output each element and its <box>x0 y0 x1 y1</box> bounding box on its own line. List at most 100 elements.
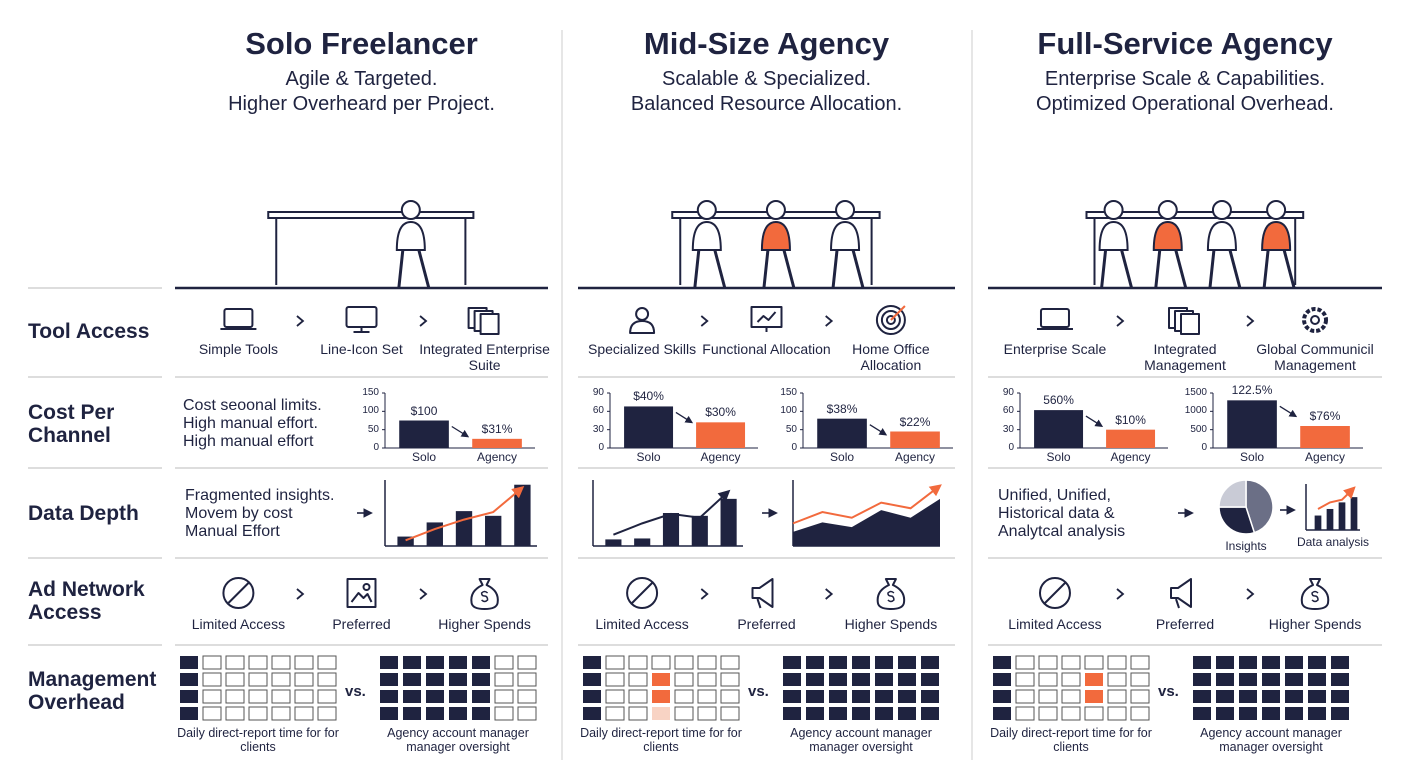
grid-cell <box>993 690 1011 703</box>
y-tick-label: 30 <box>1002 423 1014 435</box>
grid-cell <box>1085 690 1103 703</box>
grid-cell <box>494 706 514 721</box>
icon <box>1311 590 1319 603</box>
bar-label: 122.5% <box>1231 383 1273 398</box>
grid-cell <box>605 689 625 704</box>
grid-cell <box>294 672 314 687</box>
illustration <box>400 200 421 220</box>
grid-cell <box>652 673 670 686</box>
bar <box>696 422 746 448</box>
icon <box>1039 308 1070 328</box>
grid-cell <box>271 672 291 687</box>
icon <box>880 310 901 330</box>
bar-label: $22% <box>899 414 931 429</box>
grid-cell <box>605 706 625 721</box>
grid-cell <box>225 689 245 704</box>
grid-cell <box>993 707 1011 720</box>
rule <box>890 305 906 321</box>
vs-label: vs. <box>1158 683 1179 700</box>
illustration <box>1266 200 1287 220</box>
overhead-caption: Agency account manager manager oversight <box>387 726 529 755</box>
grid-cell <box>829 690 847 703</box>
chart-label: Insights <box>1225 539 1267 553</box>
y-tick-label: 0 <box>598 442 604 453</box>
grid-cell <box>1061 706 1081 721</box>
y-tick-label: 0 <box>791 442 797 453</box>
illustration <box>765 200 786 220</box>
chevron <box>1246 588 1255 600</box>
grid-cell <box>180 707 198 720</box>
grid-cell <box>898 707 916 720</box>
tool-label: Simple Tools <box>198 341 278 357</box>
icon <box>635 307 650 321</box>
bar <box>397 536 414 546</box>
illustration <box>693 249 727 289</box>
grid-cell <box>1285 656 1303 669</box>
x-tick-label: Agency <box>1110 450 1151 464</box>
grid-cell <box>628 672 648 687</box>
grid-cell <box>806 656 824 669</box>
row-label: Management Overhead <box>28 668 157 714</box>
grid-cell <box>472 690 490 703</box>
grid-cell <box>583 707 601 720</box>
y-tick-label: 100 <box>362 405 379 417</box>
depth-text: Analytcal analysis <box>998 523 1126 540</box>
area <box>793 498 940 546</box>
column-subtitle: Agile & Targeted. <box>285 68 438 90</box>
grid-cell <box>651 655 671 670</box>
y-tick-label: 30 <box>592 423 604 435</box>
rule <box>227 582 250 604</box>
grid-cell <box>921 690 939 703</box>
icon <box>756 311 777 323</box>
grid-cell <box>806 673 824 686</box>
grid-cell <box>1015 672 1035 687</box>
icon <box>626 577 659 609</box>
depth-text: Movem by cost <box>185 505 293 522</box>
grid-cell <box>1015 689 1035 704</box>
grid-cell <box>494 672 514 687</box>
grid-cell <box>426 707 444 720</box>
grid-cell <box>697 672 717 687</box>
bar-label: $38% <box>826 401 858 416</box>
bar <box>691 515 708 546</box>
illustration <box>397 249 431 289</box>
illustration <box>1100 249 1134 289</box>
grid-cell <box>1193 690 1211 703</box>
grid-cell <box>517 672 537 687</box>
icon <box>479 313 500 335</box>
y-tick-label: 100 <box>780 405 797 417</box>
icon <box>346 578 377 608</box>
grid-cell <box>1331 656 1349 669</box>
bar-label: $30% <box>705 405 736 420</box>
icon <box>1310 315 1321 325</box>
trend-line <box>405 485 525 542</box>
bar <box>634 538 651 546</box>
grid-cell <box>898 673 916 686</box>
icon <box>1170 578 1192 608</box>
y-tick-label: 90 <box>592 387 604 398</box>
grid-cell <box>921 707 939 720</box>
chevron <box>700 588 709 600</box>
illustration <box>1261 220 1292 251</box>
grid-cell <box>180 673 198 686</box>
rule <box>1279 405 1298 418</box>
icon <box>875 305 906 335</box>
illustration <box>760 220 791 251</box>
y-tick-label: 0 <box>1201 442 1207 453</box>
rule <box>451 425 470 438</box>
grid-cell <box>1038 689 1058 704</box>
grid-cell <box>1130 689 1150 704</box>
illustration <box>691 220 722 251</box>
grid-cell <box>674 655 694 670</box>
grid-cell <box>517 706 537 721</box>
grid-cell <box>898 690 916 703</box>
grid-cell <box>1038 655 1058 670</box>
grid-cell <box>449 656 467 669</box>
pie-slice <box>1218 506 1256 535</box>
grid-cell <box>248 689 268 704</box>
tool-label: Enterprise Scale <box>1003 341 1107 357</box>
column-subtitle: Balanced Resource Allocation. <box>630 93 903 115</box>
chevron <box>825 588 834 600</box>
y-tick-label: 150 <box>780 387 797 398</box>
ad-label: Limited Access <box>595 616 689 632</box>
